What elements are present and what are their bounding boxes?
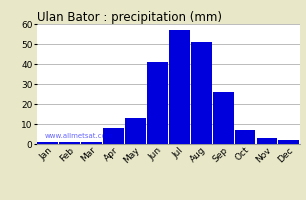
Bar bbox=[125, 118, 146, 144]
Bar bbox=[147, 62, 168, 144]
Bar bbox=[213, 92, 233, 144]
Text: www.allmetsat.com: www.allmetsat.com bbox=[45, 133, 113, 139]
Bar bbox=[59, 142, 80, 144]
Bar bbox=[256, 138, 278, 144]
Bar bbox=[235, 130, 256, 144]
Bar bbox=[81, 142, 102, 144]
Text: Ulan Bator : precipitation (mm): Ulan Bator : precipitation (mm) bbox=[37, 11, 222, 24]
Bar bbox=[278, 140, 299, 144]
Bar bbox=[191, 42, 212, 144]
Bar bbox=[37, 142, 58, 144]
Bar bbox=[169, 30, 190, 144]
Bar bbox=[103, 128, 124, 144]
